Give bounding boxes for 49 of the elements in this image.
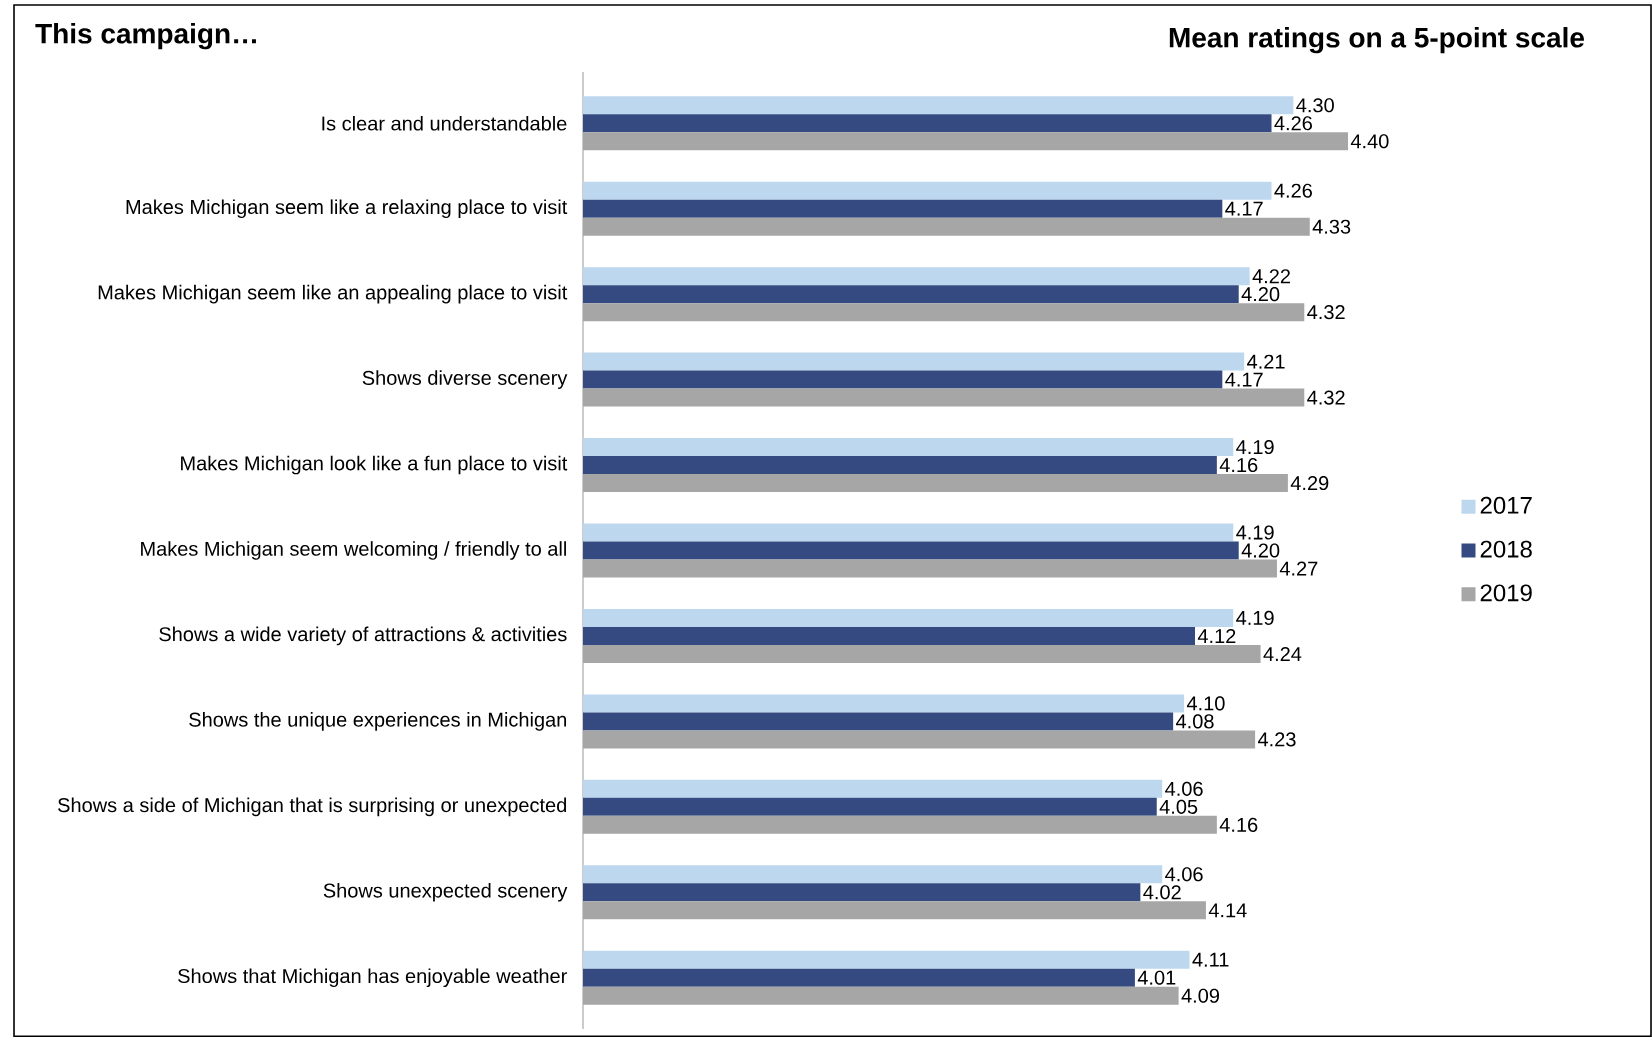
data-label: 4.20	[1241, 543, 1280, 558]
data-label: 4.26	[1274, 183, 1312, 198]
data-label: 4.06	[1165, 781, 1203, 796]
data-label: 4.30	[1296, 98, 1334, 113]
data-label: 4.19	[1236, 610, 1274, 626]
y-tick-label: Shows the unique experiences in Michigan	[189, 712, 567, 731]
y-tick-label: Shows that Michigan has enjoyable weather	[178, 968, 567, 988]
data-label: 4.17	[1225, 201, 1263, 216]
data-label: 4.12	[1197, 628, 1236, 643]
data-label: 4.29	[1290, 475, 1329, 491]
y-tick-label: Makes Michigan seem like a relaxing place to visit	[126, 199, 568, 219]
data-label: 4.01	[1137, 970, 1176, 985]
data-label: 4.11	[1192, 952, 1229, 967]
data-label: 4.19	[1236, 525, 1274, 540]
data-label: 4.09	[1181, 988, 1220, 1003]
data-label: 4.08	[1176, 714, 1214, 729]
data-label: 4.20	[1241, 287, 1280, 302]
data-label: 4.16	[1219, 457, 1258, 473]
data-label: 4.32	[1307, 305, 1345, 320]
legend-label: 2018	[1480, 540, 1532, 558]
data-label: 4.17	[1225, 372, 1263, 387]
y-tick-label: Shows a wide variety of attractions & activities	[159, 626, 567, 646]
y-tick-label: Makes Michigan look like a fun place to visit	[181, 455, 568, 475]
y-tick-label: Is clear and understandable	[322, 115, 567, 131]
y-tick-label: Shows unexpected scenery	[323, 882, 568, 902]
data-label: 4.05	[1159, 799, 1198, 814]
data-label: 4.19	[1236, 439, 1274, 455]
data-label: 4.27	[1279, 561, 1318, 576]
y-axis-title: This campaign…	[35, 23, 256, 50]
chart-title: Mean ratings on a 5-point scale	[1169, 27, 1584, 54]
data-label: 4.22	[1252, 269, 1290, 284]
data-label: 4.32	[1307, 390, 1345, 405]
data-label: 4.02	[1143, 885, 1181, 900]
data-label: 4.26	[1274, 116, 1312, 131]
data-label: 4.16	[1219, 817, 1258, 832]
y-tick-label: Makes Michigan seem like an appealing place to visit	[98, 284, 568, 304]
y-tick-label: Shows diverse scenery	[362, 370, 568, 389]
data-label: 4.10	[1186, 696, 1225, 711]
legend-label: 2017	[1480, 496, 1532, 514]
data-label: 4.40	[1350, 134, 1389, 149]
y-tick-label: Makes Michigan seem welcoming / friendly to all	[141, 541, 566, 560]
y-tick-label: Shows a side of Michigan that is surprising or unexpected	[58, 797, 567, 817]
data-label: 4.23	[1257, 732, 1296, 747]
data-label: 4.06	[1165, 867, 1203, 882]
data-label: 4.24	[1263, 646, 1302, 661]
data-label: 4.33	[1312, 219, 1351, 234]
data-label: 4.14	[1208, 903, 1247, 918]
legend-label: 2019	[1480, 584, 1532, 602]
data-label: 4.21	[1247, 354, 1285, 369]
